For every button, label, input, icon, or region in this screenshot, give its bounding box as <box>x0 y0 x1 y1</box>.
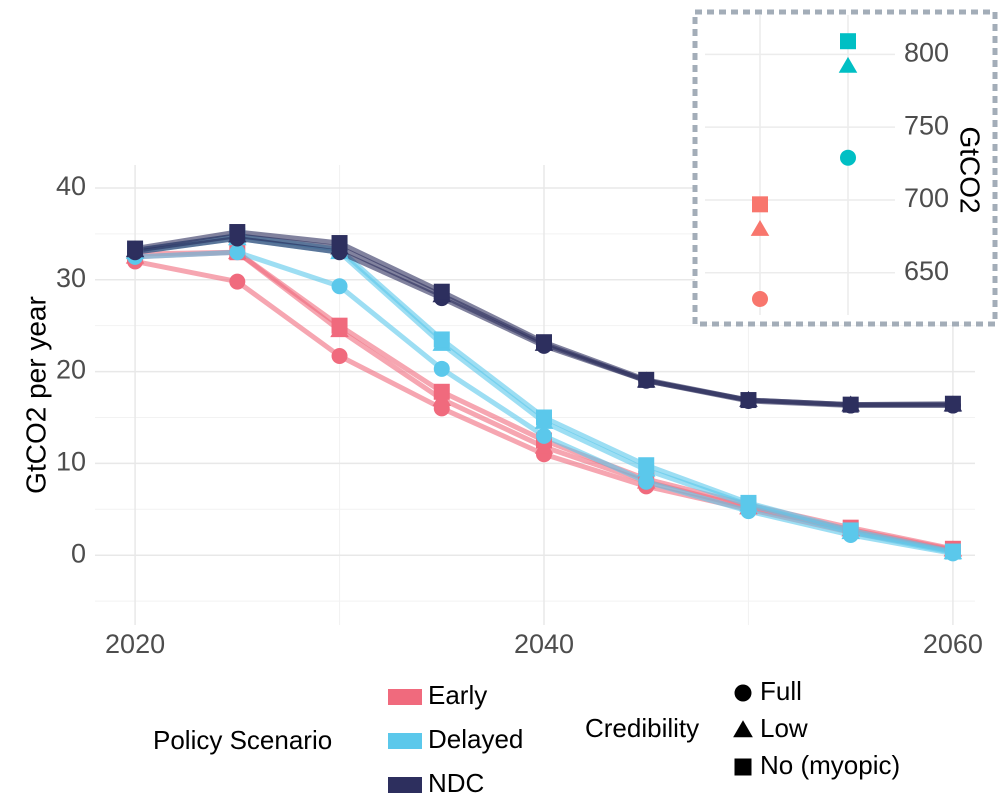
data-point <box>331 317 348 334</box>
inset-frame <box>692 9 998 327</box>
data-point <box>840 33 856 50</box>
data-point <box>740 494 757 511</box>
legend-symbol <box>734 684 752 702</box>
data-point <box>535 334 552 351</box>
data-point <box>331 235 348 252</box>
legend-label: NDC <box>428 768 484 798</box>
y-tick-label: 20 <box>56 355 86 385</box>
y-tick-label: 800 <box>904 37 949 67</box>
data-point <box>331 347 348 364</box>
data-point <box>638 473 655 490</box>
legend-symbol <box>733 720 753 738</box>
legend-swatch <box>388 689 422 705</box>
x-tick-label: 2040 <box>514 629 574 659</box>
data-point <box>638 371 655 388</box>
data-point <box>433 360 450 377</box>
data-point <box>752 290 768 307</box>
data-point <box>840 149 856 166</box>
data-point <box>838 56 858 73</box>
y-tick-label: 0 <box>71 538 86 568</box>
legend-label: No (myopic) <box>760 750 900 780</box>
x-tick-label: 2020 <box>105 629 165 659</box>
data-point <box>842 522 859 539</box>
legend-label: Low <box>760 713 808 743</box>
y-tick-label: 30 <box>56 263 86 293</box>
legend-swatch <box>388 733 422 749</box>
legend-label: Delayed <box>428 724 523 754</box>
data-point <box>331 278 348 295</box>
data-point <box>229 224 246 241</box>
data-point <box>752 196 768 213</box>
data-point <box>944 543 961 560</box>
data-point <box>944 395 961 412</box>
legend-swatch <box>388 777 422 793</box>
y-axis-label: GtCO2 <box>955 126 986 213</box>
legend-title: Policy Scenario <box>153 725 332 755</box>
data-point <box>229 273 246 290</box>
data-point <box>750 219 770 236</box>
data-point <box>638 457 655 474</box>
legend-label: Full <box>760 676 802 706</box>
data-point <box>127 240 144 257</box>
data-point <box>433 331 450 348</box>
y-tick-label: 650 <box>904 256 949 286</box>
legend-symbol <box>734 758 752 776</box>
data-point <box>535 409 552 426</box>
y-tick-label: 10 <box>56 447 86 477</box>
data-point <box>433 283 450 300</box>
y-tick-label: 700 <box>904 183 949 213</box>
legend-label: Early <box>428 680 487 710</box>
y-tick-label: 750 <box>904 110 949 140</box>
data-point <box>842 396 859 413</box>
data-point <box>740 392 757 409</box>
y-axis-label: GtCO2 per year <box>20 296 51 494</box>
legend-title: Credibility <box>585 713 699 743</box>
x-tick-label: 2060 <box>923 629 983 659</box>
data-point <box>535 427 552 444</box>
y-tick-label: 40 <box>56 171 86 201</box>
data-point <box>433 383 450 400</box>
data-point <box>229 244 246 261</box>
